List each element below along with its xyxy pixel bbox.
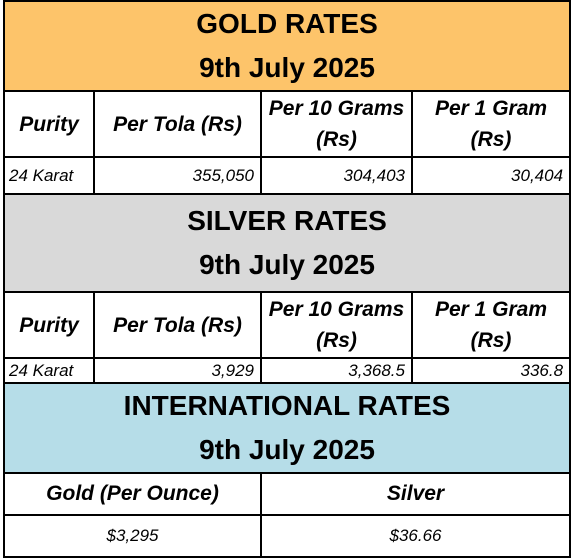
silver-header-purity: Purity <box>3 291 95 359</box>
gold-date: 9th July 2025 <box>199 52 375 83</box>
silver-header-per-10-grams: Per 10 Grams (Rs) <box>260 291 413 359</box>
silver-header-per-tola: Per Tola (Rs) <box>93 291 262 359</box>
international-rates-table: INTERNATIONAL RATES 9th July 2025 Gold (… <box>2 382 572 558</box>
gold-per-tola: 355,050 <box>93 156 262 195</box>
gold-header-purity: Purity <box>3 90 95 158</box>
silver-date: 9th July 2025 <box>199 249 375 280</box>
gold-header-per-10-grams: Per 10 Grams (Rs) <box>260 90 413 158</box>
gold-header-row: Purity Per Tola (Rs) Per 10 Grams (Rs) P… <box>3 90 572 158</box>
silver-per-1-gram: 336.8 <box>410 357 572 384</box>
silver-per-10-grams: 3,368.5 <box>260 357 413 384</box>
international-title: INTERNATIONAL RATES <box>123 390 451 421</box>
gold-per-1-gram: 30,404 <box>410 156 572 195</box>
international-header-row: Gold (Per Ounce) Silver <box>3 472 572 516</box>
silver-rates-table: SILVER RATES 9th July 2025 Purity Per To… <box>2 193 572 384</box>
gold-banner: GOLD RATES 9th July 2025 <box>2 0 572 92</box>
gold-rates-table: GOLD RATES 9th July 2025 Purity Per Tola… <box>2 0 572 195</box>
silver-banner: SILVER RATES 9th July 2025 <box>2 193 572 293</box>
international-silver-value: $36.66 <box>259 514 572 558</box>
silver-header-per-1-gram: Per 1 Gram (Rs) <box>410 291 572 359</box>
silver-banner-row: SILVER RATES 9th July 2025 <box>2 193 572 293</box>
gold-per-10-grams: 304,403 <box>260 156 413 195</box>
silver-title: SILVER RATES <box>187 205 387 236</box>
silver-value-row: 24 Karat 3,929 3,368.5 336.8 <box>3 357 572 384</box>
international-date: 9th July 2025 <box>199 434 375 465</box>
international-header-gold: Gold (Per Ounce) <box>3 472 262 516</box>
gold-value-row: 24 Karat 355,050 304,403 30,404 <box>3 156 572 195</box>
gold-title: GOLD RATES <box>196 8 378 39</box>
international-banner-row: INTERNATIONAL RATES 9th July 2025 <box>2 382 572 474</box>
international-banner: INTERNATIONAL RATES 9th July 2025 <box>2 382 572 474</box>
gold-header-per-1-gram: Per 1 Gram (Rs) <box>410 90 572 158</box>
silver-purity: 24 Karat <box>3 357 95 384</box>
silver-header-row: Purity Per Tola (Rs) Per 10 Grams (Rs) P… <box>3 291 572 359</box>
gold-banner-row: GOLD RATES 9th July 2025 <box>2 0 572 92</box>
gold-purity: 24 Karat <box>3 156 95 195</box>
international-gold-value: $3,295 <box>3 514 262 558</box>
gold-header-per-tola: Per Tola (Rs) <box>93 90 262 158</box>
international-header-silver: Silver <box>259 472 572 516</box>
silver-per-tola: 3,929 <box>93 357 262 384</box>
international-value-row: $3,295 $36.66 <box>3 514 572 558</box>
